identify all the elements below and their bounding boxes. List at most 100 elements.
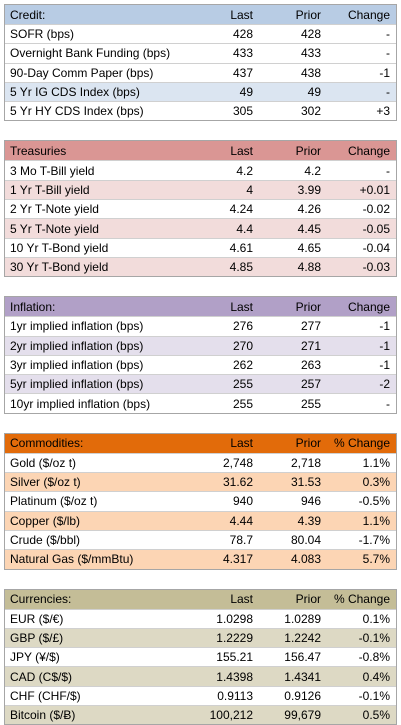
row-label: Overnight Bank Funding (bps) (10, 46, 171, 61)
value-cell: Last (230, 7, 253, 22)
row-label: Treasuries (10, 143, 67, 158)
value-cell: 3.99 (297, 182, 321, 197)
value-cell: 428 (232, 27, 253, 42)
value-cell: -2 (379, 377, 390, 392)
value-cell: 433 (300, 46, 321, 61)
value-cell: -0.03 (362, 260, 390, 275)
value-cell: 100,212 (209, 708, 253, 723)
value-cell: - (386, 396, 390, 411)
value-cell: 1.2229 (216, 630, 253, 645)
value-cell: 428 (300, 27, 321, 42)
value-cell: -0.05 (362, 221, 390, 236)
value-cell: -0.1% (358, 688, 390, 703)
header-row: Commodities: Last Prior % Change (5, 433, 396, 453)
value-cell: 940 (232, 494, 253, 509)
value-cell: +0.01 (359, 182, 390, 197)
value-cell: 4.2 (236, 163, 253, 178)
data-row: 2yr implied inflation (bps) 270 271 -1 (5, 335, 396, 355)
row-label: JPY (¥/$) (10, 650, 60, 665)
value-cell: 257 (300, 377, 321, 392)
value-cell: 4.26 (297, 202, 321, 217)
value-cell: Prior (295, 299, 321, 314)
value-cell: 263 (300, 358, 321, 372)
value-cell: Change (347, 7, 390, 22)
data-row: 1yr implied inflation (bps) 276 277 -1 (5, 316, 396, 335)
row-label: Currencies: (10, 592, 72, 607)
value-cell: 4.44 (229, 513, 253, 528)
value-cell: 4.083 (290, 552, 321, 567)
data-row: 5 Yr IG CDS Index (bps) 49 49 - (5, 81, 396, 102)
data-row: 90-Day Comm Paper (bps) 437 438 -1 (5, 62, 396, 82)
value-cell: 49 (307, 85, 321, 100)
value-cell: -0.04 (362, 240, 390, 255)
row-label: 1 Yr T-Bill yield (10, 182, 90, 197)
data-row: Crude ($/bbl) 78.7 80.04 -1.7% (5, 529, 396, 549)
row-label: CHF (CHF/$) (10, 688, 81, 703)
value-cell: 1.1% (362, 513, 390, 528)
data-row: Bitcoin ($/Ƀ) 100,212 99,679 0.5% (5, 705, 396, 725)
value-cell: -0.1% (358, 630, 390, 645)
row-label: 2yr implied inflation (bps) (10, 338, 144, 353)
table-section: Credit: Last Prior Change SOFR (bps) 428 428- O… (4, 4, 397, 122)
data-row: 5 Yr HY CDS Index (bps) 305 302 +3 (5, 101, 396, 120)
value-cell: 946 (300, 494, 321, 509)
row-label: 3yr implied inflation (bps) (10, 358, 144, 372)
value-cell: Last (230, 592, 253, 607)
data-row: JPY (¥/$) 155.21 156.47 -0.8% (5, 647, 396, 666)
value-cell: - (386, 85, 390, 100)
value-cell: 78.7 (229, 533, 253, 548)
row-label: CAD (C$/$) (10, 669, 73, 684)
value-cell: 433 (232, 46, 253, 61)
value-cell: - (386, 46, 390, 61)
row-label: SOFR (bps) (10, 27, 75, 42)
row-label: Natural Gas ($/mmBtu) (10, 552, 134, 567)
row-label: 2 Yr T-Note yield (10, 202, 99, 217)
value-cell: -1.7% (358, 533, 390, 548)
value-cell: 270 (232, 338, 253, 353)
row-label: 5yr implied inflation (bps) (10, 377, 144, 392)
value-cell: -1 (379, 358, 390, 372)
value-cell: Change (347, 299, 390, 314)
row-label: 1yr implied inflation (bps) (10, 319, 144, 334)
value-cell: Prior (295, 7, 321, 22)
value-cell: -1 (379, 319, 390, 334)
value-cell: 4.85 (229, 260, 253, 275)
value-cell: 255 (232, 377, 253, 392)
data-row: 3yr implied inflation (bps) 262 263 -1 (5, 354, 396, 374)
data-row: 1 Yr T-Bill yield 4 3.99 +0.01 (5, 179, 396, 200)
data-row: Overnight Bank Funding (bps) 433 433 - (5, 43, 396, 62)
row-label: Inflation: (10, 299, 56, 314)
value-cell: 2,718 (290, 455, 321, 470)
value-cell: -0.02 (362, 202, 390, 217)
row-label: GBP ($/£) (10, 630, 64, 645)
row-label: Crude ($/bbl) (10, 533, 81, 548)
data-row: Gold ($/oz t) 2,748 2,718 1.1% (5, 452, 396, 472)
data-row: CAD (C$/$) 1.4398 1.4341 0.4% (5, 666, 396, 686)
value-cell: 4 (246, 182, 253, 197)
row-label: 10 Yr T-Bond yield (10, 240, 109, 255)
value-cell: 5.7% (362, 552, 390, 567)
data-row: GBP ($/£) 1.2229 1.2242 -0.1% (5, 627, 396, 648)
value-cell: 31.53 (290, 475, 321, 490)
value-cell: 255 (232, 396, 253, 411)
data-row: EUR ($/€) 1.0298 1.0289 0.1% (5, 608, 396, 628)
value-cell: 4.61 (229, 240, 253, 255)
row-label: 5 Yr T-Note yield (10, 221, 99, 236)
data-row: Silver ($/oz t) 31.62 31.53 0.3% (5, 472, 396, 492)
value-cell: 437 (232, 65, 253, 80)
row-label: 90-Day Comm Paper (bps) (10, 65, 154, 80)
table-section: Treasuries Last Prior Change 3 Mo T-Bill yie… (4, 140, 397, 278)
value-cell: Prior (295, 592, 321, 607)
value-cell: 31.62 (222, 475, 253, 490)
row-label: Credit: (10, 7, 46, 22)
header-row: Treasuries Last Prior Change (5, 141, 396, 161)
row-label: Gold ($/oz t) (10, 455, 77, 470)
value-cell: 0.9126 (284, 688, 321, 703)
value-cell: - (386, 163, 390, 178)
value-cell: 276 (232, 319, 253, 334)
value-cell: 0.1% (362, 611, 390, 626)
value-cell: 4.39 (297, 513, 321, 528)
value-cell: -0.8% (358, 650, 390, 665)
value-cell: 262 (232, 358, 253, 372)
data-row: Natural Gas ($/mmBtu) 4.317 4.083 5.7% (5, 549, 396, 569)
